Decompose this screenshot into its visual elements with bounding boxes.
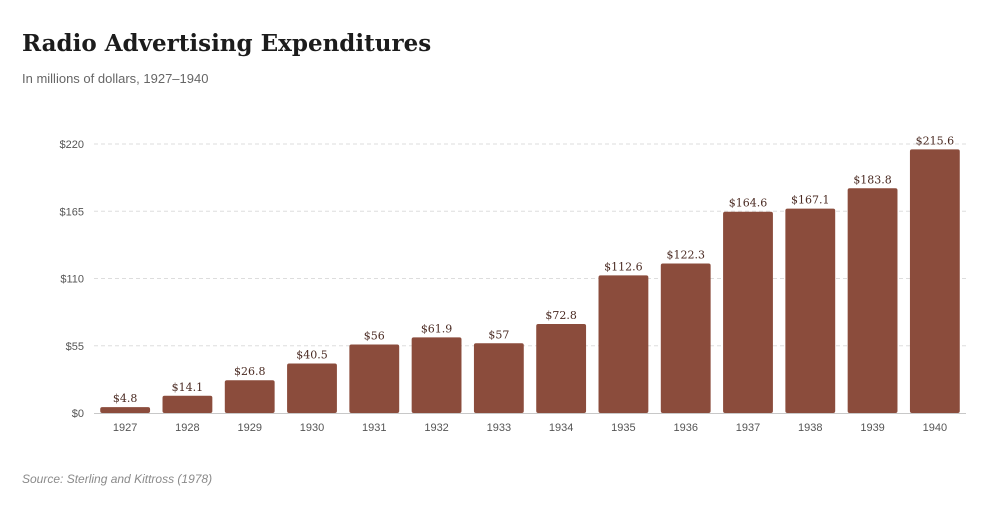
- data-label: $56: [364, 330, 385, 343]
- bar: [411, 337, 462, 413]
- data-label: $61.9: [421, 322, 453, 335]
- chart-title: Radio Advertising Expenditures: [22, 30, 432, 57]
- bar: [224, 380, 275, 413]
- x-tick-label: 1927: [113, 422, 137, 434]
- data-label: $215.6: [916, 134, 955, 147]
- bar: [287, 363, 337, 413]
- x-tick-label: 1936: [673, 422, 697, 434]
- bar: [162, 395, 213, 413]
- source-note: Source: Sterling and Kittross (1978): [22, 472, 213, 486]
- x-axis-tick-labels: 1927 1928 1929 1930 1931 1932 1933 1934 1935 1936…: [113, 422, 947, 434]
- y-tick-label: $0: [72, 408, 84, 420]
- data-label: $4.8: [113, 392, 138, 405]
- x-tick-label: 1938: [798, 422, 822, 434]
- y-axis-tick-labels: $0 $55 $110 $165 $220: [60, 139, 84, 420]
- bars: [100, 149, 960, 413]
- x-tick-label: 1931: [362, 422, 386, 434]
- x-tick-label: 1933: [487, 422, 511, 434]
- bar: [785, 208, 836, 413]
- data-label: $40.5: [296, 348, 328, 361]
- data-label: $167.1: [791, 194, 830, 207]
- x-tick-label: 1935: [611, 422, 635, 434]
- data-label: $183.8: [853, 173, 892, 186]
- bar: [723, 211, 773, 413]
- data-label: $112.6: [604, 260, 643, 273]
- y-tick-label: $220: [60, 139, 84, 151]
- data-labels: $4.8 $14.1 $26.8 $40.5 $56 $61.9 $57 $72.8 $112.…: [113, 134, 954, 405]
- x-tick-label: 1928: [175, 422, 199, 434]
- gridlines: [94, 143, 966, 347]
- data-label: $57: [488, 328, 509, 341]
- bar: [100, 407, 151, 413]
- bar: [349, 344, 400, 413]
- data-label: $122.3: [666, 248, 705, 261]
- x-tick-label: 1932: [424, 422, 448, 434]
- bar: [660, 263, 711, 413]
- bar: [909, 149, 960, 413]
- x-tick-label: 1929: [237, 422, 261, 434]
- bar: [536, 323, 587, 413]
- y-tick-label: $165: [60, 206, 84, 218]
- bar: [473, 343, 524, 413]
- y-tick-label: $110: [60, 274, 84, 286]
- bar: [598, 275, 649, 413]
- x-tick-label: 1934: [549, 422, 573, 434]
- bar: [847, 188, 898, 413]
- y-tick-label: $55: [66, 341, 84, 353]
- data-label: $164.6: [729, 197, 768, 210]
- data-label: $72.8: [545, 309, 577, 322]
- x-tick-label: 1940: [923, 422, 947, 434]
- x-tick-label: 1937: [736, 422, 760, 434]
- data-label: $14.1: [172, 381, 204, 394]
- data-label: $26.8: [234, 365, 266, 378]
- chart-subtitle: In millions of dollars, 1927–1940: [22, 71, 209, 86]
- x-tick-label: 1939: [860, 422, 884, 434]
- x-tick-label: 1930: [300, 422, 324, 434]
